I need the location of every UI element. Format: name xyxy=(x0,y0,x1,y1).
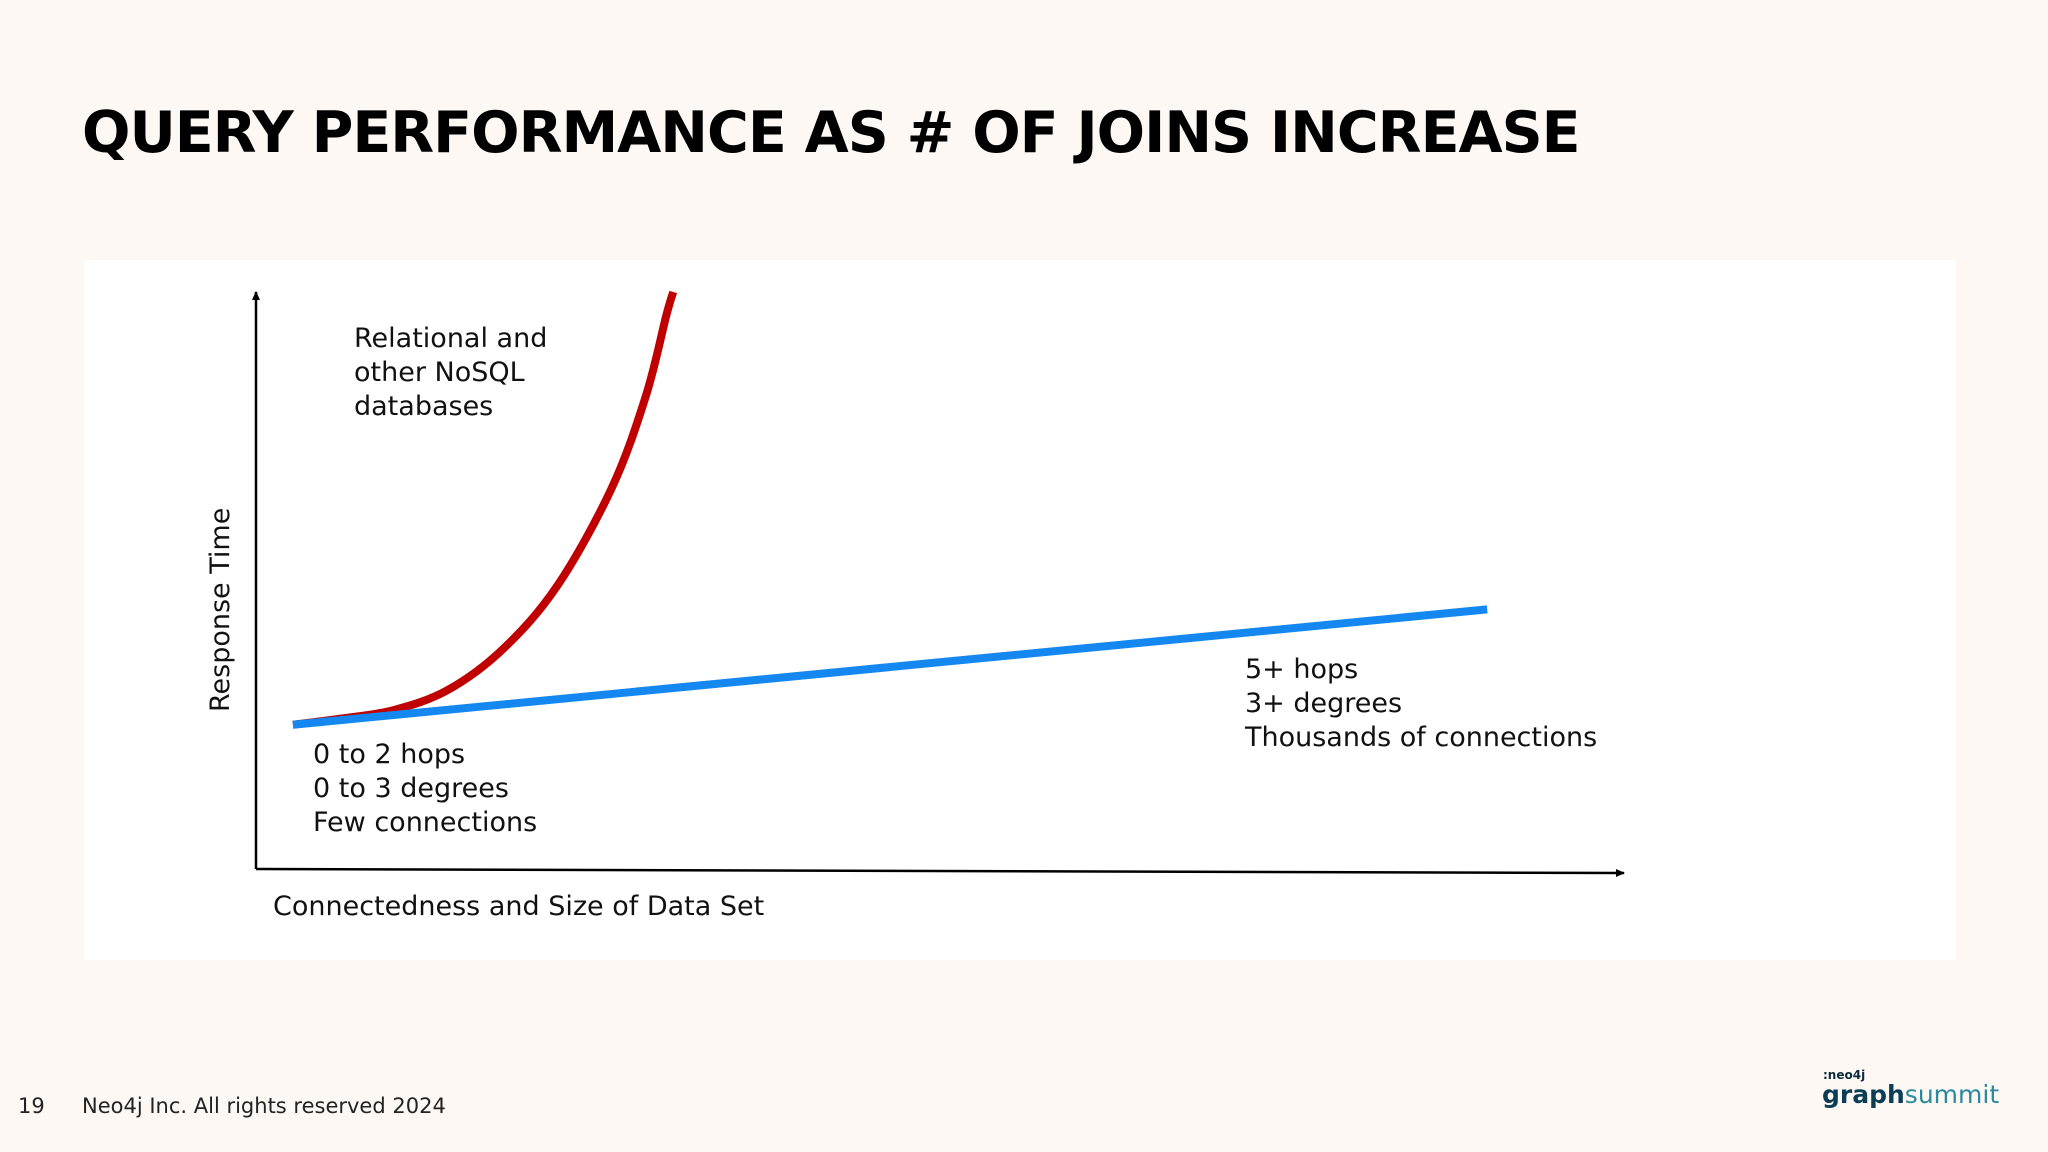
annotation-relational: Relational and other NoSQL databases xyxy=(354,323,547,422)
annotation-line: Thousands of connections xyxy=(1244,722,1597,753)
x-axis xyxy=(255,867,1625,877)
annotation-line: Relational and xyxy=(354,323,547,354)
graphsummit-logo: :neo4j graphsummit xyxy=(1822,1068,1999,1120)
annotation-line: 3+ degrees xyxy=(1245,688,1402,719)
annotation-high: 5+ hops 3+ degrees Thousands of connecti… xyxy=(1244,654,1597,753)
blue-series-line xyxy=(292,605,1488,729)
annotation-low: 0 to 2 hops 0 to 3 degrees Few connectio… xyxy=(313,739,537,838)
neo4j-logo-text: :neo4j xyxy=(1823,1068,1866,1082)
slide-title: QUERY PERFORMANCE AS # OF JOINS INCREASE xyxy=(82,100,1581,166)
annotation-line: 0 to 2 hops xyxy=(313,739,465,770)
chart-panel xyxy=(84,260,1956,960)
copyright-text: Neo4j Inc. All rights reserved 2024 xyxy=(82,1094,446,1118)
y-axis-label: Response Time xyxy=(205,508,236,712)
logo-graph-text: graph xyxy=(1822,1080,1905,1109)
x-axis-label: Connectedness and Size of Data Set xyxy=(273,891,764,922)
annotation-line: databases xyxy=(354,391,493,422)
graphsummit-logo-text: graphsummit xyxy=(1822,1080,1999,1109)
annotation-line: Few connections xyxy=(313,807,537,838)
annotation-line: 5+ hops xyxy=(1245,654,1358,685)
annotation-line: 0 to 3 degrees xyxy=(313,773,509,804)
page-number: 19 xyxy=(18,1094,45,1118)
logo-summit-text: summit xyxy=(1904,1080,2000,1109)
annotation-line: other NoSQL xyxy=(354,357,525,388)
series-layer xyxy=(292,290,1488,729)
